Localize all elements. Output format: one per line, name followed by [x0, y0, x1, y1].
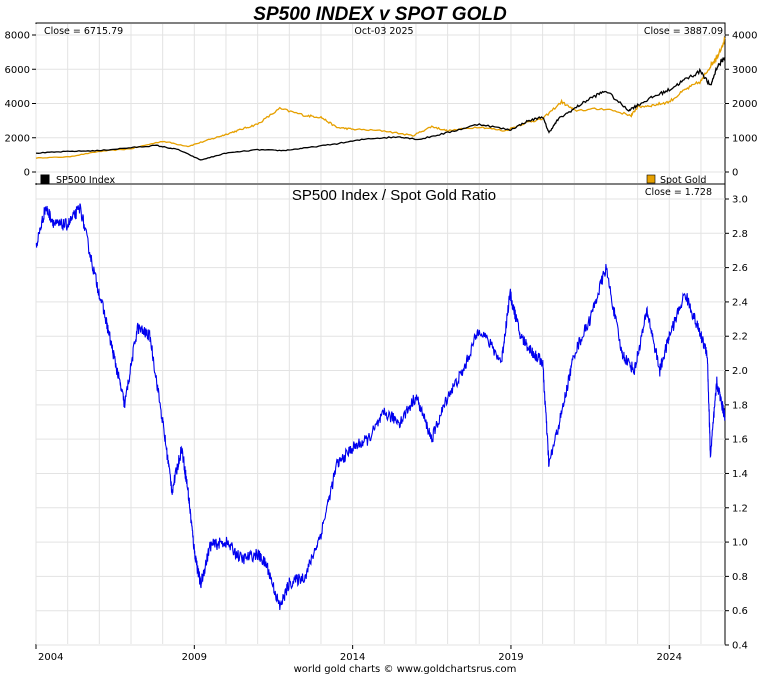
ratio-tick-label: 2.2 [732, 332, 748, 343]
ratio-tick-label: 1.8 [732, 400, 748, 411]
right-tick-label: 1000 [732, 133, 757, 144]
ratio-tick-label: 2.4 [732, 297, 748, 308]
left-tick-label: 6000 [5, 65, 30, 76]
x-tick-label: 2009 [182, 652, 207, 663]
bottom-panel: 0.4 0.6 0.8 1.0 1.2 1.4 1.6 1.8 2.0 2.2 2.4 2.6 2.8 3… [35, 183, 748, 652]
ratio-tick-label: 0.6 [732, 606, 748, 617]
bottom-panel-ticks: 0.4 0.6 0.8 1.0 1.2 1.4 1.6 1.8 2.0 2.2 2.4 2.6 2.8 3… [725, 195, 748, 652]
legend-swatch-sp500 [40, 174, 50, 184]
right-tick-label: 3000 [732, 65, 757, 76]
left-tick-label: 0 [24, 168, 30, 179]
legend-label-sp500: SP500 Index [56, 175, 115, 186]
left-tick-label: 2000 [5, 133, 30, 144]
ratio-tick-label: 3.0 [732, 195, 748, 206]
top-panel-grid [35, 24, 725, 183]
ratio-tick-label: 2.8 [732, 229, 748, 240]
top-panel: 0 2000 4000 6000 8000 0 1000 2000 3000 4000 Close… [5, 22, 758, 186]
ratio-tick-label: 1.6 [732, 435, 748, 446]
gold-close-readout: Close = 3887.09 [644, 26, 723, 37]
x-tick-label: 2004 [38, 652, 63, 663]
x-axis-ticks: 2004 2009 2014 2019 2024 [35, 645, 682, 663]
bottom-panel-series [35, 203, 726, 611]
right-tick-label: 4000 [732, 31, 757, 42]
gold-series-line [35, 36, 726, 159]
ratio-series-line [35, 203, 726, 611]
x-tick-label: 2019 [498, 652, 523, 663]
top-panel-ticks: 0 2000 4000 6000 8000 0 1000 2000 3000 4000 [5, 31, 758, 179]
ratio-tick-label: 0.8 [732, 572, 748, 583]
footer-credit: world gold charts © www.goldchartsrus.co… [294, 664, 517, 675]
bottom-panel-grid [35, 185, 725, 646]
ratio-tick-label: 2.0 [732, 366, 748, 377]
top-panel-series [35, 36, 726, 161]
date-readout: Oct-03 2025 [354, 26, 413, 37]
right-tick-label: 2000 [732, 99, 757, 110]
left-tick-label: 8000 [5, 31, 30, 42]
ratio-tick-label: 1.4 [732, 469, 748, 480]
left-tick-label: 4000 [5, 99, 30, 110]
ratio-close-readout: Close = 1.728 [645, 187, 712, 198]
ratio-tick-label: 1.2 [732, 503, 748, 514]
chart-title: SP500 INDEX v SPOT GOLD [253, 4, 507, 25]
legend-label-gold: Spot Gold [660, 175, 706, 186]
right-tick-label: 0 [732, 168, 738, 179]
ratio-tick-label: 2.6 [732, 263, 748, 274]
x-tick-label: 2014 [340, 652, 365, 663]
legend-swatch-gold [646, 174, 656, 184]
sp500-close-readout: Close = 6715.79 [44, 26, 123, 37]
ratio-tick-label: 1.0 [732, 538, 748, 549]
sp500-series-line [35, 56, 726, 161]
x-tick-label: 2024 [657, 652, 682, 663]
ratio-tick-label: 0.4 [732, 641, 748, 652]
ratio-title: SP500 Index / Spot Gold Ratio [292, 187, 496, 204]
